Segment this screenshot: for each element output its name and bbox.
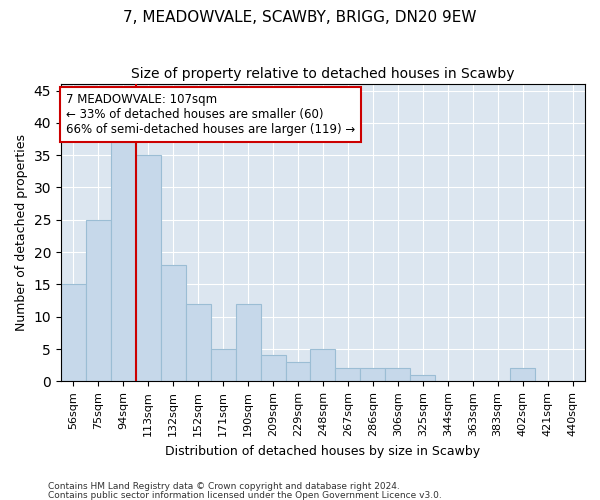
Bar	[361, 368, 385, 382]
Bar	[211, 349, 236, 382]
Text: Contains public sector information licensed under the Open Government Licence v3: Contains public sector information licen…	[48, 490, 442, 500]
Bar	[86, 220, 111, 382]
Bar	[136, 155, 161, 382]
Bar	[161, 265, 185, 382]
Bar	[111, 142, 136, 382]
Title: Size of property relative to detached houses in Scawby: Size of property relative to detached ho…	[131, 68, 515, 82]
Bar	[510, 368, 535, 382]
Bar	[335, 368, 361, 382]
Text: 7, MEADOWVALE, SCAWBY, BRIGG, DN20 9EW: 7, MEADOWVALE, SCAWBY, BRIGG, DN20 9EW	[123, 10, 477, 25]
Text: Contains HM Land Registry data © Crown copyright and database right 2024.: Contains HM Land Registry data © Crown c…	[48, 482, 400, 491]
Bar	[260, 356, 286, 382]
Bar	[286, 362, 310, 382]
Bar	[310, 349, 335, 382]
X-axis label: Distribution of detached houses by size in Scawby: Distribution of detached houses by size …	[166, 444, 481, 458]
Bar	[185, 304, 211, 382]
Bar	[236, 304, 260, 382]
Bar	[385, 368, 410, 382]
Bar	[410, 375, 435, 382]
Text: 7 MEADOWVALE: 107sqm
← 33% of detached houses are smaller (60)
66% of semi-detac: 7 MEADOWVALE: 107sqm ← 33% of detached h…	[66, 93, 355, 136]
Y-axis label: Number of detached properties: Number of detached properties	[15, 134, 28, 331]
Bar	[61, 284, 86, 382]
